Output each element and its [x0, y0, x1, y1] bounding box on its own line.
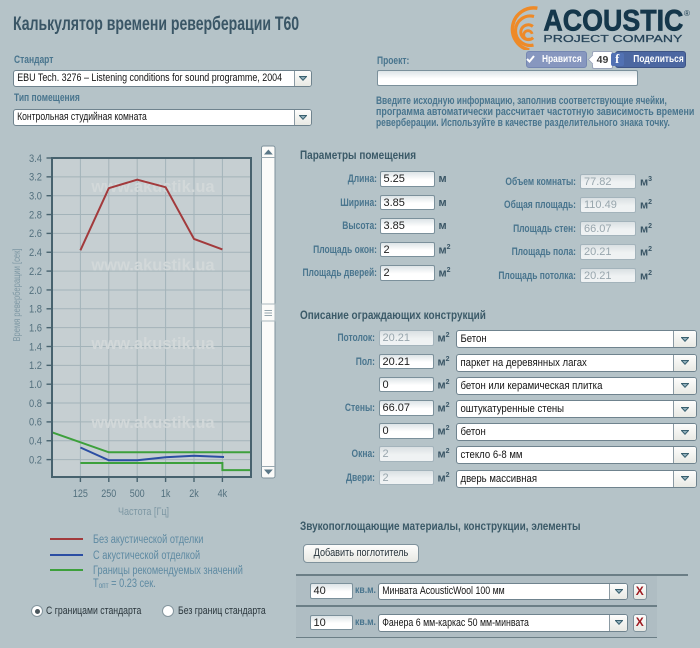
svg-text:Частота [Гц]: Частота [Гц] — [118, 506, 169, 518]
svg-text:Время реверберации [сек]: Время реверберации [сек] — [11, 248, 23, 341]
svg-text:www.akustik.ua: www.akustik.ua — [90, 178, 215, 196]
svg-text:www.akustik.ua: www.akustik.ua — [90, 335, 215, 353]
svg-text:3.0: 3.0 — [29, 191, 42, 203]
svg-text:1.4: 1.4 — [29, 341, 42, 353]
svg-text:500: 500 — [130, 488, 145, 500]
svg-text:2k: 2k — [189, 488, 199, 500]
svg-text:www.akustik.ua: www.akustik.ua — [90, 414, 215, 432]
svg-text:www.akustik.ua: www.akustik.ua — [90, 257, 215, 275]
svg-text:1.6: 1.6 — [29, 322, 42, 334]
svg-text:0.2: 0.2 — [29, 454, 42, 466]
svg-text:2.2: 2.2 — [29, 266, 42, 278]
svg-text:0.4: 0.4 — [29, 436, 42, 448]
svg-text:0.6: 0.6 — [29, 417, 42, 429]
svg-text:PROJECT COMPANY: PROJECT COMPANY — [543, 33, 682, 45]
svg-text:2.0: 2.0 — [29, 285, 42, 297]
svg-text:1.8: 1.8 — [29, 304, 42, 316]
svg-text:4k: 4k — [218, 488, 228, 500]
svg-text:1.2: 1.2 — [29, 360, 42, 372]
svg-text:2.8: 2.8 — [29, 209, 42, 221]
svg-text:0.8: 0.8 — [29, 398, 42, 410]
svg-text:1k: 1k — [161, 488, 171, 500]
svg-text:1.0: 1.0 — [29, 379, 42, 391]
svg-text:3.2: 3.2 — [29, 172, 42, 184]
svg-text:®: ® — [684, 9, 690, 18]
svg-text:2.4: 2.4 — [29, 247, 42, 259]
svg-text:ACOUSTIC: ACOUSTIC — [543, 6, 683, 37]
svg-text:250: 250 — [101, 488, 116, 500]
svg-text:3.4: 3.4 — [29, 153, 42, 165]
svg-text:2.6: 2.6 — [29, 228, 42, 240]
svg-text:125: 125 — [73, 488, 88, 500]
